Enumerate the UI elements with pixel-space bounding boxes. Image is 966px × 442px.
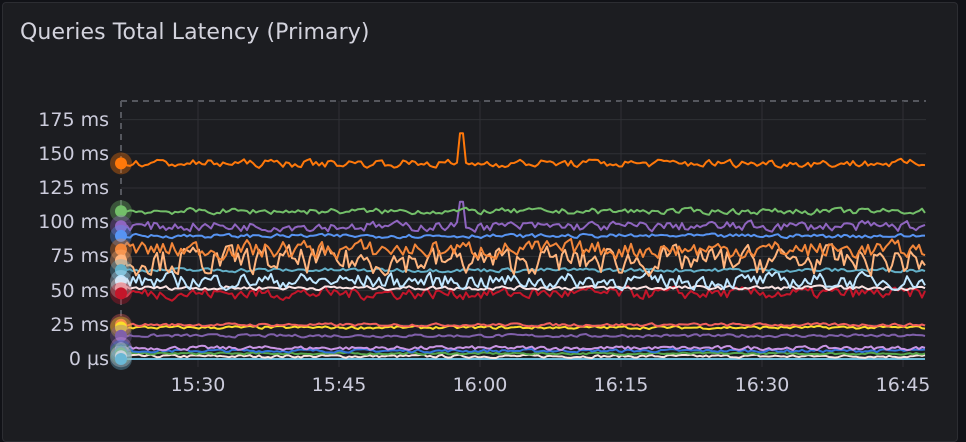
y-tick-label: 125 ms	[38, 177, 109, 199]
x-tick-label: 15:45	[311, 374, 367, 396]
series-marker[interactable]	[115, 220, 127, 233]
y-tick-label: 25 ms	[50, 313, 109, 336]
series-marker[interactable]	[115, 243, 127, 256]
series-line-series-15[interactable]	[120, 348, 926, 354]
series-marker[interactable]	[115, 353, 127, 365]
series-line-series-17[interactable]	[120, 353, 926, 360]
y-tick-label: 175 ms	[38, 108, 109, 131]
x-tick-label: 15:30	[170, 374, 226, 396]
y-tick-label: 150 ms	[38, 142, 109, 165]
x-tick-label: 16:00	[452, 374, 508, 396]
series-marker[interactable]	[115, 229, 127, 242]
series-marker[interactable]	[115, 264, 127, 277]
series-line-series-1[interactable]	[120, 132, 926, 169]
series-line-series-8[interactable]	[120, 270, 926, 292]
series-marker[interactable]	[115, 287, 127, 300]
x-tick-label: 16:15	[593, 374, 649, 396]
x-tick-label: 16:30	[734, 374, 790, 396]
y-tick-label: 100 ms	[38, 211, 109, 234]
series-line-series-4[interactable]	[120, 232, 925, 240]
y-tick-label: 0 µs	[68, 348, 109, 370]
panel-title[interactable]: Queries Total Latency (Primary)	[20, 20, 370, 45]
y-tick-label: 50 ms	[50, 279, 109, 302]
series-line-series-16[interactable]	[120, 351, 926, 356]
series-line-series-14[interactable]	[120, 344, 926, 352]
series-line-series-6[interactable]	[120, 243, 926, 277]
series-marker[interactable]	[115, 254, 127, 267]
series-line-series-13[interactable]	[120, 333, 926, 339]
series-line-series-5[interactable]	[120, 237, 926, 261]
series-marker[interactable]	[115, 321, 127, 334]
series-line-series-10[interactable]	[120, 285, 926, 302]
y-tick-label: 75 ms	[50, 245, 109, 268]
series-marker[interactable]	[115, 205, 127, 218]
series-line-series-11[interactable]	[120, 322, 926, 328]
series-line-series-2[interactable]	[120, 206, 926, 216]
plot-area[interactable]	[0, 0, 966, 428]
x-tick-label: 16:45	[875, 374, 931, 396]
series-marker[interactable]	[115, 157, 127, 170]
series-marker[interactable]	[115, 329, 127, 342]
series-line-series-7[interactable]	[120, 267, 926, 274]
series-line-series-3[interactable]	[120, 200, 926, 233]
